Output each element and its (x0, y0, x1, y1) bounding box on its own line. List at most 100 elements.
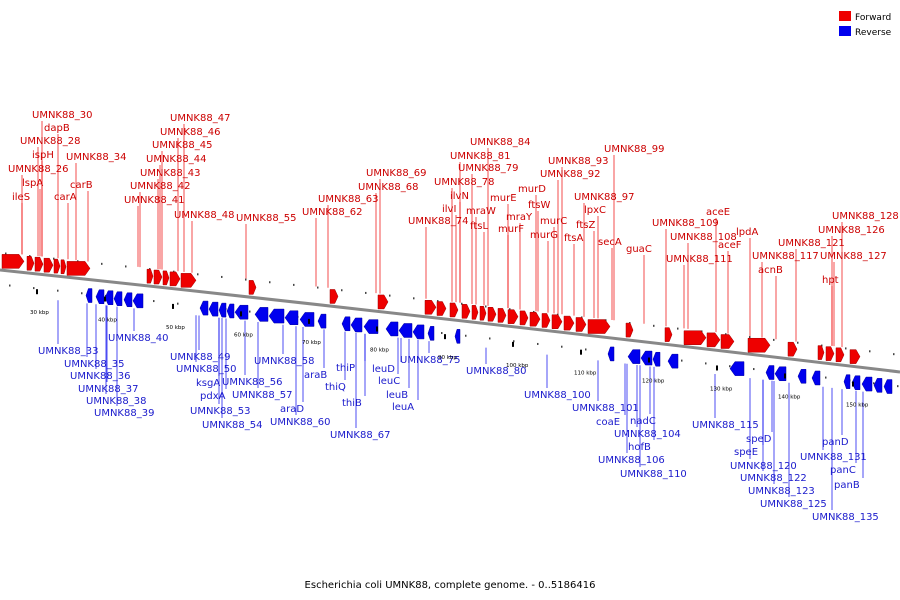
track-dot (81, 292, 83, 295)
reverse-gene (398, 323, 413, 338)
scale-tick (308, 318, 310, 324)
scale-label: 50 kbp (166, 325, 185, 331)
forward-gene-label: UMNK88_84 (470, 137, 530, 148)
forward-gene (449, 302, 459, 318)
track-dot (585, 348, 587, 351)
forward-gene-label: UMNK88_127 (820, 251, 887, 262)
reverse-gene-label: UMNK88_56 (222, 377, 282, 388)
scale-label: 140 kbp (778, 394, 801, 400)
forward-gene-label: hpt (822, 275, 839, 286)
reverse-gene (299, 312, 315, 327)
forward-gene (507, 309, 519, 324)
reverse-gene (317, 313, 327, 329)
forward-gene (747, 337, 771, 353)
forward-gene (587, 319, 611, 334)
reverse-gene-label: UMNK88_38 (86, 396, 146, 407)
scale-tick (240, 311, 242, 317)
reverse-gene-label: UMNK88_110 (620, 469, 687, 480)
scale-label: 150 kbp (846, 403, 869, 409)
track-dot (869, 350, 871, 353)
forward-gene (461, 304, 471, 319)
reverse-gene-label: UMNK88_53 (190, 406, 250, 417)
track-dot (245, 278, 247, 281)
reverse-gene-label: hofB (628, 442, 651, 453)
forward-gene (153, 269, 163, 285)
track-dot (461, 302, 463, 305)
track-dot (561, 345, 563, 348)
forward-gene (664, 327, 673, 342)
forward-gene-label: murG (530, 230, 558, 241)
forward-gene-label: UMNK88_79 (458, 163, 518, 174)
reverse-gene-label: UMNK88_33 (38, 346, 98, 357)
forward-gene-label: ftsA (564, 233, 583, 244)
scale-label: 60 kbp (234, 332, 253, 338)
scale-tick (648, 357, 650, 363)
forward-gene (519, 310, 529, 326)
scale-tick (716, 365, 718, 371)
forward-gene (787, 341, 798, 357)
reverse-gene-label: nadC (630, 416, 656, 427)
legend-reverse-label: Reverse (855, 28, 892, 38)
forward-gene-label: UMNK88_97 (574, 192, 634, 203)
reverse-gene-label: panD (822, 437, 849, 448)
reverse-gene-label: UMNK88_101 (572, 403, 639, 414)
reverse-gene (208, 301, 219, 317)
forward-gene (436, 301, 447, 316)
reverse-gene-label: UMNK88_123 (748, 486, 815, 497)
reverse-gene-label: UMNK88_35 (64, 359, 124, 370)
reverse-gene (843, 374, 851, 389)
reverse-gene (607, 346, 615, 362)
track-dot (57, 289, 59, 292)
forward-gene-label: ilvN (450, 191, 469, 202)
reverse-gene (652, 351, 661, 367)
reverse-gene (412, 324, 425, 340)
reverse-gene (341, 316, 351, 332)
reverse-gene-label: pdxA (200, 391, 226, 402)
forward-gene-label: UMNK88_109 (652, 218, 719, 229)
scale-tick (36, 289, 38, 295)
reverse-gene-label: UMNK88_120 (730, 461, 797, 472)
forward-gene-label: UMNK88_108 (670, 232, 737, 243)
forward-gene-label: lspA (22, 178, 43, 189)
scale-label: 90 kbp (438, 355, 457, 361)
forward-gene-label: ispH (32, 150, 54, 161)
reverse-gene-label: UMNK88_122 (740, 473, 807, 484)
track-dot (293, 283, 295, 286)
forward-gene-label: UMNK88_92 (540, 169, 600, 180)
track-dot (705, 362, 707, 365)
legend: Forward Reverse (839, 11, 892, 38)
track-dot (825, 376, 827, 379)
reverse-gene (729, 361, 745, 376)
reverse-gene (861, 376, 873, 392)
reverse-gene-label: araD (280, 404, 304, 415)
track-dot (341, 289, 343, 292)
forward-gene-label: ftsL (470, 221, 488, 232)
forward-gene-label: UMNK88_99 (604, 144, 664, 155)
forward-gene (377, 294, 389, 310)
track-dot (33, 287, 35, 290)
scale-label: 120 kbp (642, 379, 665, 385)
scale-label: 100 kbp (506, 363, 529, 369)
forward-gene (563, 315, 575, 331)
forward-gene-label: ileS (12, 192, 30, 203)
forward-gene-label: UMNK88_69 (366, 168, 426, 179)
reverse-gene-label: UMNK88_50 (176, 364, 236, 375)
forward-gene (625, 322, 634, 338)
reverse-gene (284, 310, 299, 325)
track-dot (9, 284, 11, 287)
forward-gene (424, 300, 437, 315)
reverse-gene (427, 326, 435, 341)
forward-gene-label: UMNK88_55 (236, 213, 296, 224)
reverse-gene (363, 319, 379, 334)
forward-gene-label: UMNK88_30 (32, 110, 92, 121)
reverse-gene-label: UMNK88_40 (108, 333, 168, 344)
forward-gene (497, 308, 507, 323)
forward-gene-label: ftsZ (576, 220, 595, 231)
forward-gene (43, 257, 54, 273)
reverse-gene-label: leuD (372, 364, 395, 375)
scale-tick (580, 349, 582, 355)
track-dot (153, 300, 155, 303)
track-dot (53, 257, 55, 260)
track-dot (485, 305, 487, 308)
